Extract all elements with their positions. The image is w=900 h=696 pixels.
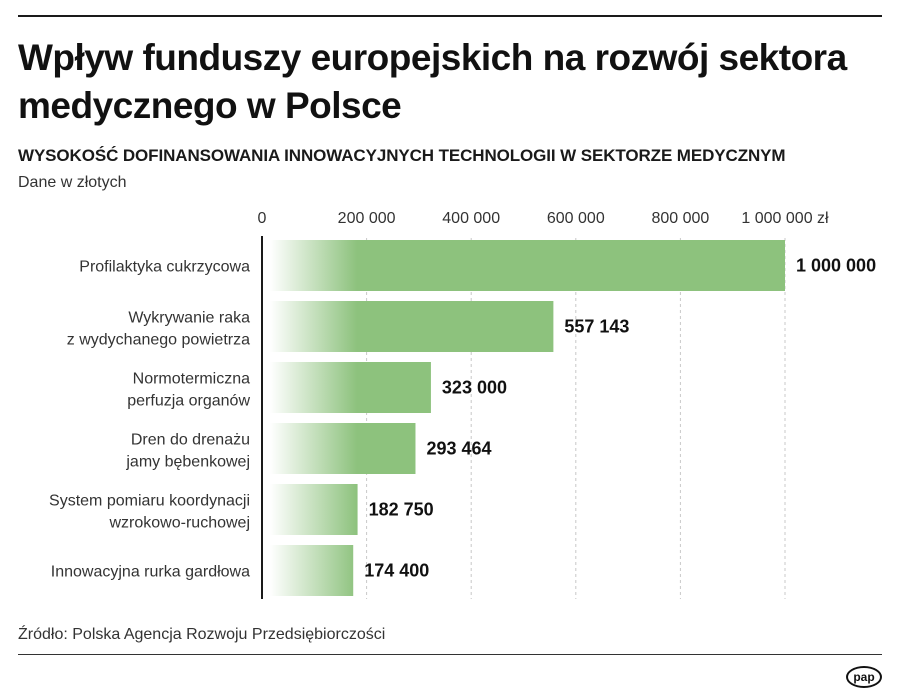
x-tick-label: 1 000 000 zł xyxy=(741,210,829,227)
category-label: Innowacyjna rurka gardłowa xyxy=(51,564,250,581)
bar xyxy=(270,423,416,474)
x-tick-label: 600 000 xyxy=(547,210,605,227)
category-label: System pomiaru koordynacji xyxy=(49,493,250,510)
chart-subtitle: WYSOKOŚĆ DOFINANSOWANIA INNOWACYJNYCH TE… xyxy=(18,146,786,165)
category-label: wzrokowo-ruchowej xyxy=(109,515,251,532)
category-label: Profilaktyka cukrzycowa xyxy=(79,259,250,276)
bar xyxy=(270,545,354,596)
source-note: Źródło: Polska Agencja Rozwoju Przedsięb… xyxy=(18,626,386,643)
bar xyxy=(270,301,554,352)
pap-logo: pap xyxy=(846,666,882,688)
data-label: 323 000 xyxy=(442,378,507,398)
x-tick-label: 800 000 xyxy=(651,210,709,227)
data-label: 557 143 xyxy=(564,317,629,337)
data-label: 293 464 xyxy=(426,439,491,459)
category-label: Normotermiczna xyxy=(133,371,250,388)
category-label: jamy bębenkowej xyxy=(125,454,250,471)
category-label: perfuzja organów xyxy=(127,393,250,410)
data-label: 174 400 xyxy=(364,561,429,581)
x-tick-label: 400 000 xyxy=(442,210,500,227)
data-label: 1 000 000 xyxy=(796,256,876,276)
x-tick-label: 200 000 xyxy=(338,210,396,227)
unit-note: Dane w złotych xyxy=(18,174,127,191)
category-label: Dren do drenażu xyxy=(131,432,250,449)
x-tick-label: 0 xyxy=(258,210,267,227)
category-label: Wykrywanie raka xyxy=(128,310,250,327)
bar xyxy=(270,484,358,535)
data-label: 182 750 xyxy=(369,500,434,520)
category-label: z wydychanego powietrza xyxy=(67,332,250,349)
chart-title: Wpływ funduszy europejskich na rozwój se… xyxy=(18,37,847,126)
top-rule xyxy=(18,15,882,17)
bar xyxy=(270,362,431,413)
bar-chart: 0 200 000 400 000 600 000 800 000 1 000 000 z… xyxy=(49,210,876,599)
bottom-rule xyxy=(18,654,882,655)
bar xyxy=(270,240,785,291)
